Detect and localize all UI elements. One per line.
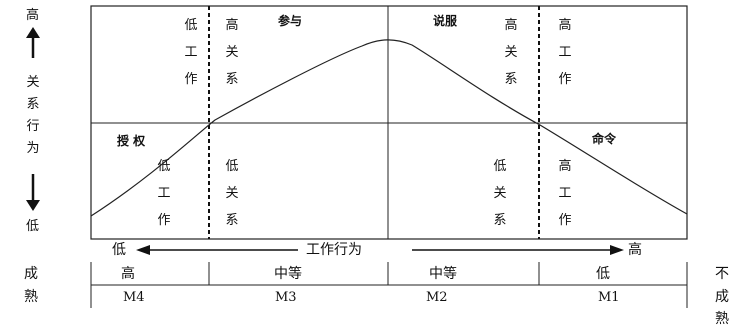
maturity-code-m4: M4 bbox=[123, 290, 145, 305]
quadrant-char: 作 bbox=[184, 72, 198, 87]
relationship-axis-char: 关 bbox=[26, 75, 40, 90]
quadrant-br-low-relationship: 低 关 系 bbox=[492, 153, 508, 234]
maturity-code-m2: M2 bbox=[426, 290, 448, 305]
maturity-level-m1: 低 bbox=[596, 266, 610, 282]
maturity-right-char-3: 熟 bbox=[715, 311, 729, 327]
quadrant-char: 关 bbox=[504, 45, 518, 60]
quadrant-bl-low-relationship: 低 关 系 bbox=[224, 153, 240, 234]
quadrant-tr-high-task: 高 工 作 bbox=[557, 12, 573, 93]
maturity-right-char-1: 不 bbox=[715, 266, 729, 282]
task-axis-title: 工作行为 bbox=[306, 242, 362, 258]
arrow-up-head bbox=[26, 27, 40, 38]
quadrant-char: 高 bbox=[558, 18, 572, 33]
quadrant-char: 工 bbox=[558, 45, 572, 60]
maturity-level-m4: 高 bbox=[121, 266, 135, 282]
leadership-curve bbox=[90, 39, 688, 217]
quadrant-char: 作 bbox=[157, 213, 171, 228]
quadrant-char: 系 bbox=[504, 72, 518, 87]
quadrant-char: 工 bbox=[184, 45, 198, 60]
maturity-code-m1: M1 bbox=[598, 290, 620, 305]
quadrant-char: 高 bbox=[558, 159, 572, 174]
quadrant-tl-style-label: 参与 bbox=[278, 14, 303, 28]
quadrant-char: 系 bbox=[493, 213, 507, 228]
quadrant-char: 作 bbox=[558, 213, 572, 228]
task-high-label: 高 bbox=[628, 242, 642, 258]
quadrant-char: 低 bbox=[493, 159, 507, 174]
work-arrow-right-head bbox=[610, 245, 624, 255]
quadrant-tl-high-relationship: 高 关 系 bbox=[224, 12, 240, 93]
quadrant-char: 关 bbox=[225, 45, 239, 60]
relationship-axis-char: 系 bbox=[26, 97, 40, 112]
quadrant-char: 高 bbox=[225, 18, 239, 33]
quadrant-char: 系 bbox=[225, 72, 239, 87]
quadrant-bl-style-label: 授 权 bbox=[117, 134, 146, 148]
quadrant-char: 工 bbox=[558, 186, 572, 201]
quadrant-br-style-label: 命令 bbox=[592, 132, 617, 146]
relationship-axis-char: 行 bbox=[26, 119, 40, 134]
quadrant-char: 关 bbox=[225, 186, 239, 201]
quadrant-tl-low-task: 低 工 作 bbox=[183, 12, 199, 93]
quadrant-bl-low-task: 低 工 作 bbox=[156, 153, 172, 234]
maturity-left-char-1: 成 bbox=[24, 266, 38, 282]
relationship-axis-title: 关 系 行 为 bbox=[25, 72, 41, 160]
quadrant-br-high-task: 高 工 作 bbox=[557, 153, 573, 234]
quadrant-char: 系 bbox=[225, 213, 239, 228]
maturity-left-char-2: 熟 bbox=[24, 289, 38, 305]
quadrant-tr-style-label: 说服 bbox=[433, 14, 458, 28]
quadrant-char: 低 bbox=[157, 159, 171, 174]
relationship-low-label: 低 bbox=[26, 219, 40, 234]
work-arrow-left-head bbox=[136, 245, 150, 255]
maturity-right-char-2: 成 bbox=[715, 289, 729, 305]
task-low-label: 低 bbox=[112, 242, 126, 258]
quadrant-char: 作 bbox=[558, 72, 572, 87]
quadrant-char: 工 bbox=[157, 186, 171, 201]
relationship-axis-char: 为 bbox=[26, 141, 40, 156]
quadrant-char: 低 bbox=[184, 18, 198, 33]
quadrant-char: 关 bbox=[493, 186, 507, 201]
relationship-high-label: 高 bbox=[26, 8, 40, 23]
quadrant-char: 低 bbox=[225, 159, 239, 174]
maturity-code-m3: M3 bbox=[275, 290, 297, 305]
maturity-level-m2: 中等 bbox=[429, 266, 457, 282]
quadrant-tr-high-relationship: 高 关 系 bbox=[503, 12, 519, 93]
maturity-level-m3: 中等 bbox=[274, 266, 302, 282]
quadrant-char: 高 bbox=[504, 18, 518, 33]
arrow-down-head bbox=[26, 200, 40, 211]
